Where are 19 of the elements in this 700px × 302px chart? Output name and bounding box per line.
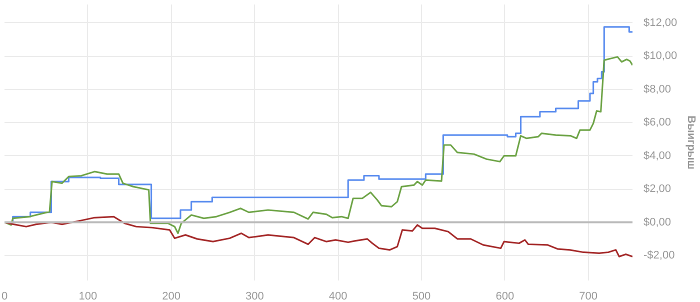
line-series <box>4 216 632 258</box>
y-tick-label: $10,00 <box>644 50 678 62</box>
x-tick-label: 400 <box>328 290 348 302</box>
line-series <box>4 56 632 234</box>
y-tick-label: $12,00 <box>644 16 678 29</box>
y-tick-label: -$2,00 <box>644 250 675 262</box>
y-tick-label: $4,00 <box>644 150 672 162</box>
x-tick-label: 500 <box>412 290 431 302</box>
y-tick-label: $2,00 <box>644 183 672 196</box>
y-axis-title: Выигрыш <box>685 116 698 170</box>
y-tick-label: $6,00 <box>644 116 672 129</box>
x-tick-label: 200 <box>162 290 180 302</box>
x-tick-label: 300 <box>246 290 264 302</box>
y-tick-label: $8,00 <box>644 83 672 96</box>
x-tick-label: 700 <box>579 290 598 302</box>
x-tick-label: 0 <box>1 290 8 302</box>
x-tick-label: 600 <box>496 290 514 302</box>
y-tick-label: $0,00 <box>644 216 672 228</box>
x-tick-label: 100 <box>78 290 98 302</box>
